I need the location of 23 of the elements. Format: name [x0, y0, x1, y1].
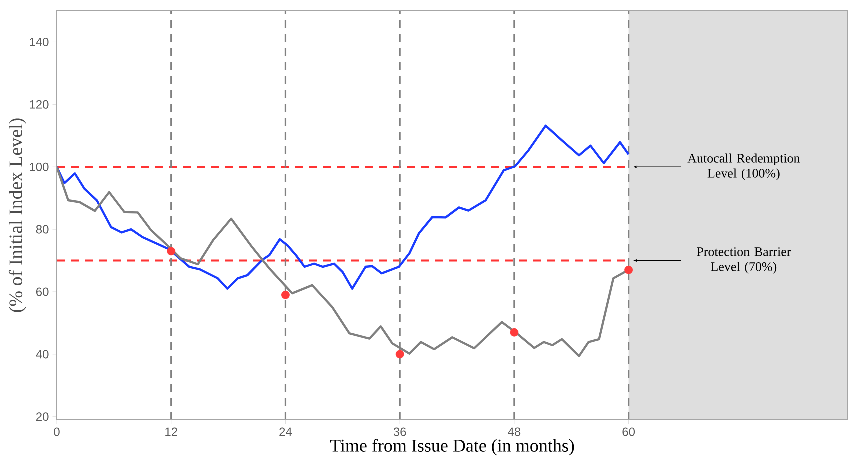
y-axis-title: (% of Initial Index Level)	[8, 118, 26, 312]
y-tick-label: 120	[30, 100, 49, 109]
y-tick-label: 80	[36, 225, 49, 234]
x-tick-label: 36	[394, 428, 406, 436]
x-tick-label: 48	[508, 428, 521, 436]
x-axis-title: Time from Issue Date (in months)	[330, 439, 574, 456]
point	[624, 266, 634, 274]
x-tick-label: 60	[622, 428, 636, 436]
y-tick-label: 100	[30, 162, 49, 172]
point	[396, 350, 404, 359]
x-tick-label: 24	[280, 428, 292, 436]
x-tick-label: 0	[54, 428, 60, 436]
y-tick-label: 20	[36, 412, 49, 422]
y-tick-label: 40	[36, 350, 49, 359]
point	[282, 290, 290, 300]
y-tick-label: 60	[36, 288, 49, 296]
ref-line-label: Autocall Redemption Level (100%)	[688, 154, 800, 180]
point	[510, 328, 519, 337]
y-tick-label: 140	[30, 38, 49, 46]
line-series	[56, 124, 630, 290]
x-tick-label: 12	[166, 428, 178, 436]
ref-line-label: Protection Barrier Level (70%)	[697, 248, 792, 274]
point	[167, 247, 176, 256]
